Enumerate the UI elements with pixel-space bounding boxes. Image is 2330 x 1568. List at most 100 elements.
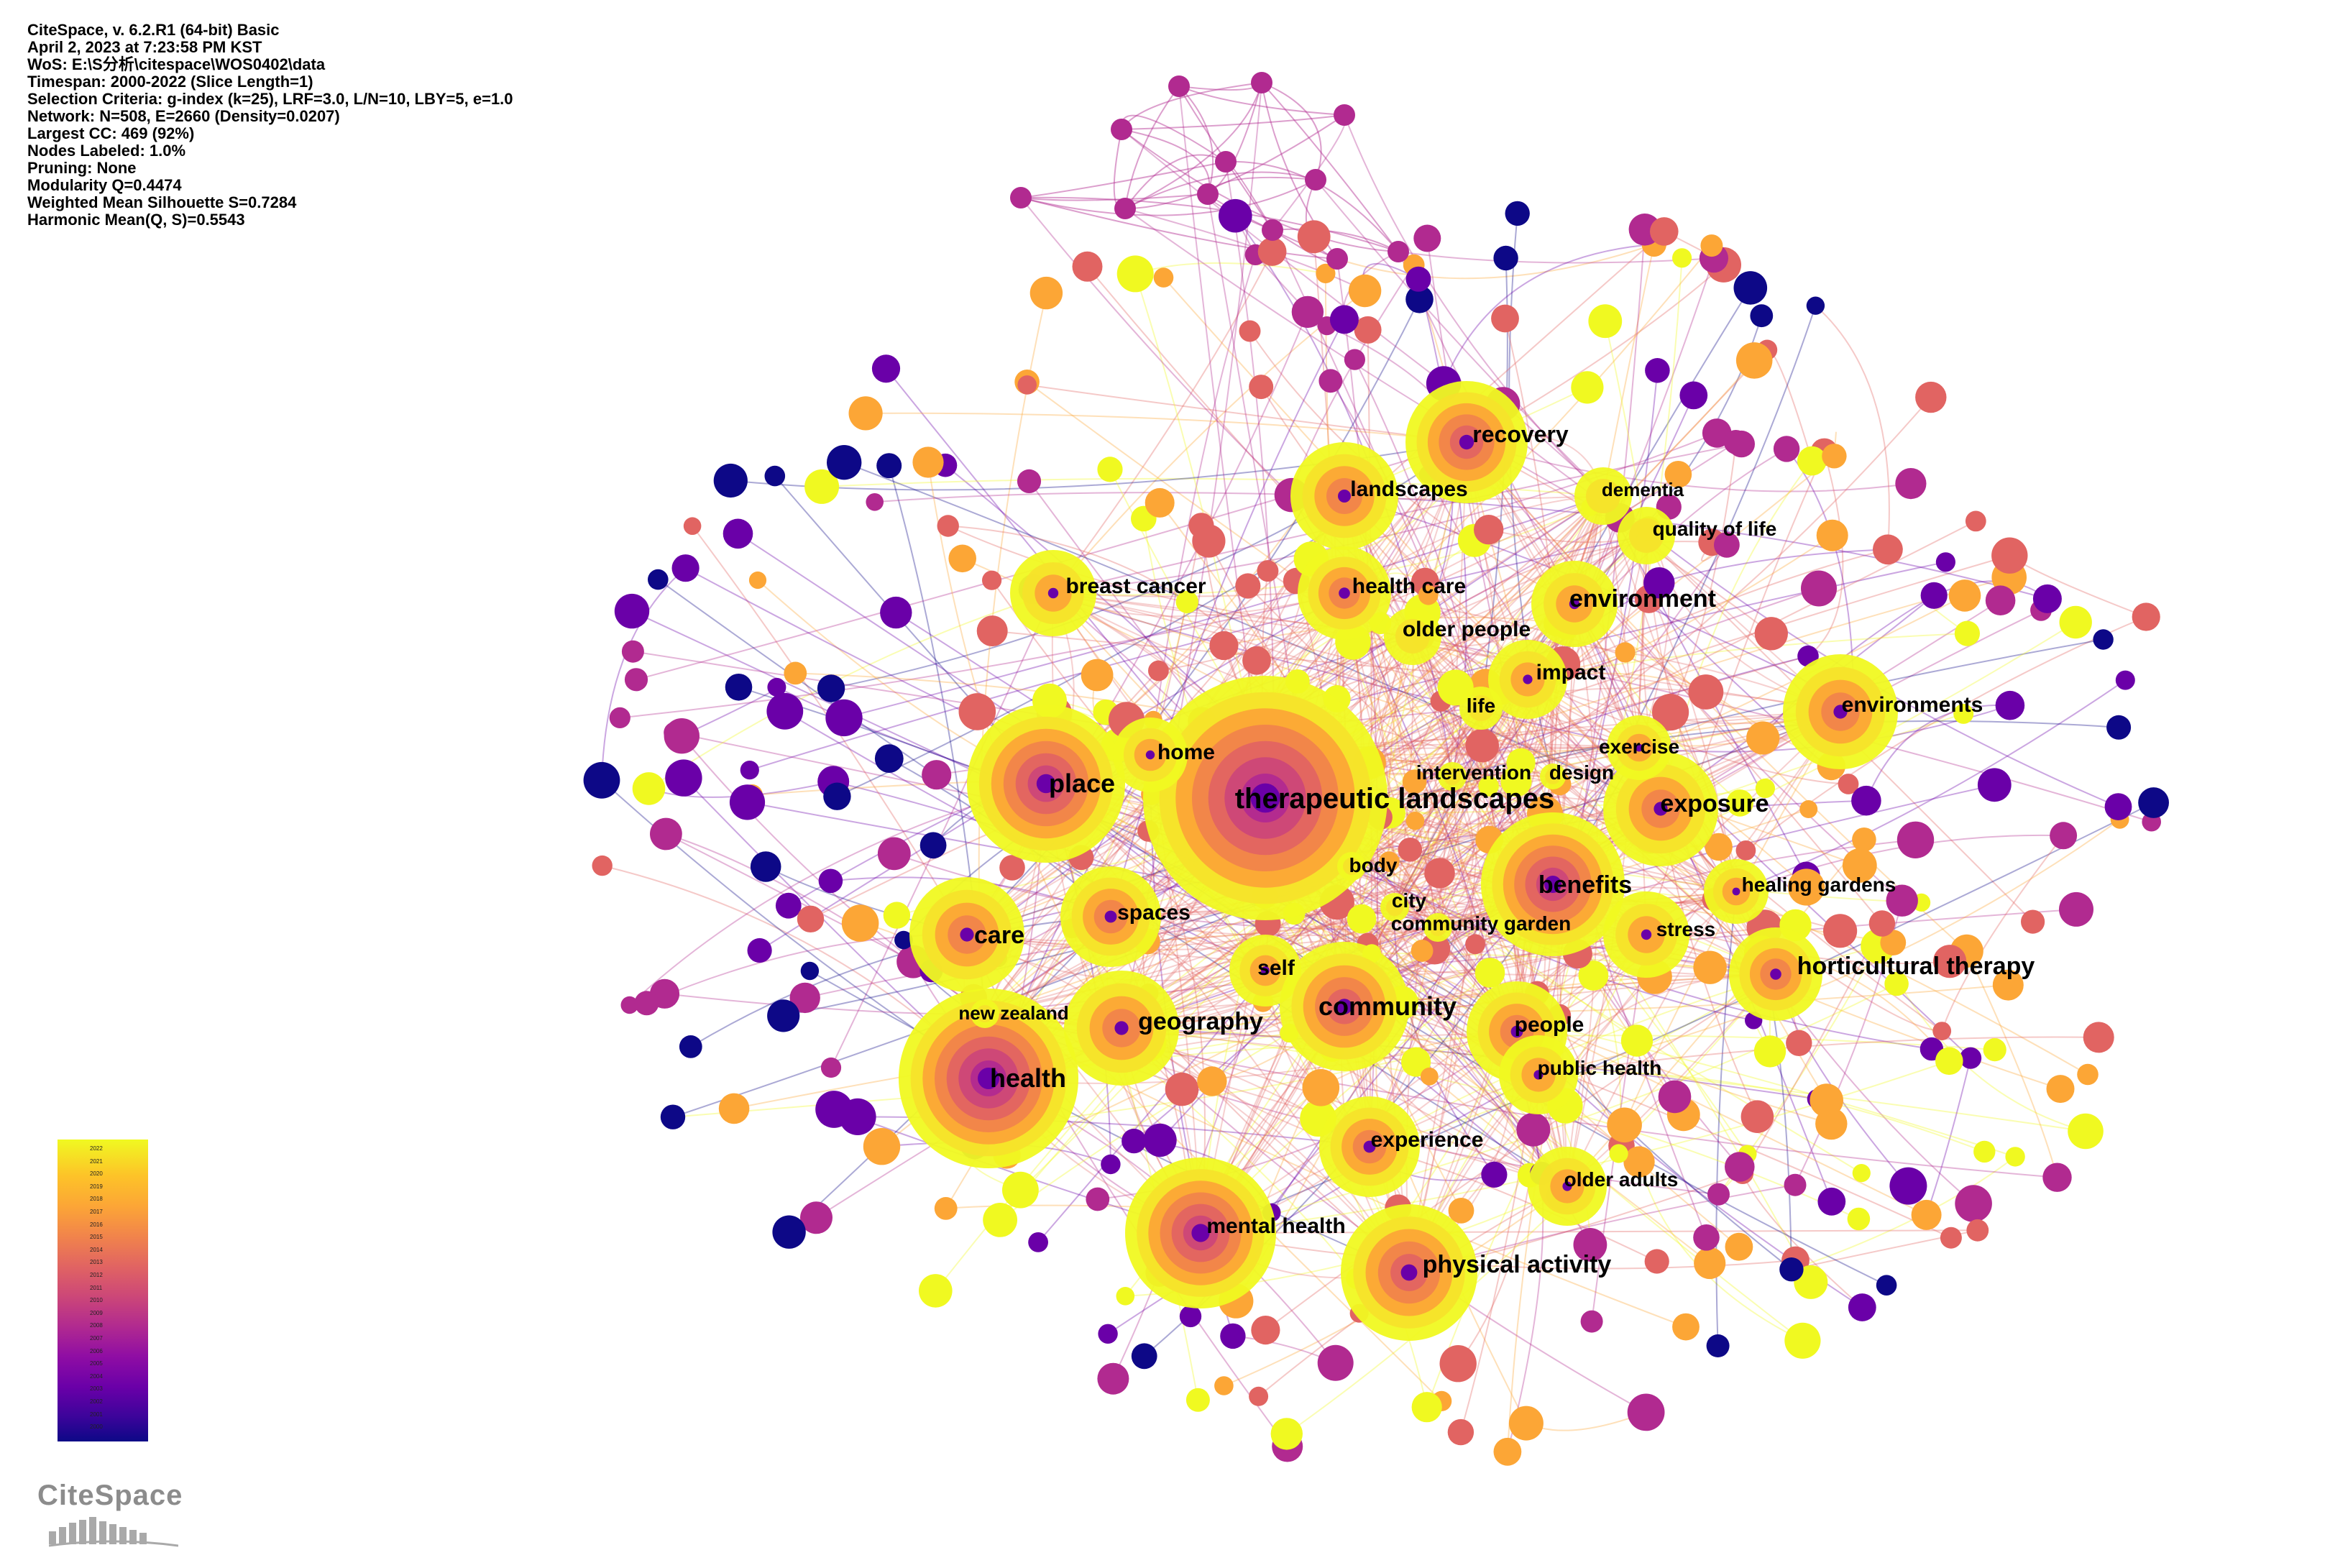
network-node[interactable]: [1242, 646, 1271, 675]
network-node[interactable]: [1954, 620, 1980, 646]
network-node[interactable]: [1571, 371, 1604, 404]
network-node[interactable]: [772, 1215, 806, 1249]
network-node[interactable]: [1806, 296, 1825, 315]
network-node[interactable]: [1493, 245, 1518, 271]
network-node[interactable]: [1706, 1334, 1730, 1357]
network-node[interactable]: [1072, 251, 1103, 282]
keyword-node-mental-health[interactable]: [1125, 1157, 1276, 1308]
network-node[interactable]: [958, 693, 996, 730]
network-node[interactable]: [1131, 1343, 1157, 1370]
network-node[interactable]: [1896, 821, 1935, 859]
network-node[interactable]: [632, 772, 666, 805]
network-node[interactable]: [2068, 1113, 2104, 1150]
keyword-node-place[interactable]: [967, 705, 1125, 863]
network-node[interactable]: [1334, 104, 1355, 126]
network-node[interactable]: [1953, 703, 1974, 724]
network-node[interactable]: [1165, 1072, 1199, 1106]
network-node[interactable]: [1411, 1392, 1442, 1423]
network-node[interactable]: [1448, 1198, 1474, 1224]
network-node[interactable]: [1995, 690, 2025, 720]
network-node[interactable]: [621, 640, 644, 663]
network-node[interactable]: [766, 692, 804, 730]
keyword-node-design[interactable]: [1540, 764, 1566, 789]
network-node[interactable]: [1754, 617, 1788, 651]
network-node[interactable]: [683, 517, 702, 535]
network-node[interactable]: [775, 892, 802, 919]
network-node[interactable]: [1029, 276, 1063, 310]
network-node[interactable]: [866, 493, 884, 511]
network-node[interactable]: [1175, 590, 1199, 613]
network-node[interactable]: [1262, 219, 1283, 241]
network-node[interactable]: [1028, 1232, 1048, 1252]
keyword-node-benefits[interactable]: [1481, 812, 1625, 956]
keyword-node-body[interactable]: [1337, 852, 1366, 881]
network-node[interactable]: [1822, 444, 1847, 469]
network-node[interactable]: [2104, 793, 2132, 820]
network-node[interactable]: [1116, 1287, 1135, 1306]
network-node[interactable]: [880, 596, 912, 629]
network-node[interactable]: [1847, 1207, 1871, 1231]
keyword-node-city[interactable]: [1380, 893, 1409, 922]
network-node[interactable]: [1302, 1069, 1340, 1106]
keyword-node-public-health[interactable]: [1499, 1035, 1578, 1114]
network-node[interactable]: [1852, 827, 1876, 852]
network-node[interactable]: [1725, 1232, 1753, 1261]
network-node[interactable]: [1735, 342, 1773, 379]
network-node[interactable]: [1098, 1324, 1118, 1344]
network-node[interactable]: [1516, 1112, 1551, 1147]
network-node[interactable]: [1816, 519, 1848, 551]
network-node[interactable]: [1251, 1316, 1280, 1345]
network-node[interactable]: [1985, 585, 2016, 615]
network-node[interactable]: [1379, 851, 1400, 872]
network-node[interactable]: [664, 718, 700, 754]
network-node[interactable]: [1726, 789, 1753, 817]
keyword-node-home[interactable]: [1113, 717, 1188, 792]
network-node[interactable]: [1305, 169, 1326, 191]
network-node[interactable]: [1991, 537, 2028, 574]
network-node[interactable]: [1746, 721, 1780, 755]
keyword-node-stress[interactable]: [1603, 891, 1689, 978]
network-node[interactable]: [1197, 183, 1219, 205]
network-node[interactable]: [894, 930, 913, 950]
network-node[interactable]: [2005, 1147, 2025, 1167]
network-node[interactable]: [1197, 1066, 1227, 1096]
network-node[interactable]: [1439, 1345, 1477, 1383]
network-node[interactable]: [999, 855, 1025, 881]
network-node[interactable]: [797, 905, 825, 933]
network-node[interactable]: [2077, 1063, 2099, 1086]
network-node[interactable]: [1693, 950, 1727, 984]
network-node[interactable]: [2093, 629, 2114, 650]
network-node[interactable]: [1733, 271, 1768, 305]
network-node[interactable]: [1143, 1123, 1177, 1157]
network-node[interactable]: [1784, 1173, 1807, 1196]
network-node[interactable]: [1705, 833, 1733, 861]
network-node[interactable]: [1623, 1146, 1655, 1178]
network-node[interactable]: [1915, 381, 1947, 413]
network-node[interactable]: [1145, 487, 1175, 518]
network-node[interactable]: [1868, 910, 1896, 937]
network-node[interactable]: [1578, 960, 1609, 991]
network-node[interactable]: [871, 354, 901, 383]
network-node[interactable]: [1694, 1247, 1726, 1280]
keyword-node-recovery[interactable]: [1405, 381, 1528, 503]
network-node[interactable]: [1326, 248, 1348, 270]
network-node[interactable]: [2059, 605, 2092, 639]
network-node[interactable]: [1405, 812, 1425, 830]
network-node[interactable]: [1992, 969, 2024, 1001]
network-node[interactable]: [1707, 1183, 1730, 1206]
network-node[interactable]: [1508, 1406, 1544, 1441]
network-node[interactable]: [1884, 971, 1909, 996]
keyword-node-therapeutic-landscapes[interactable]: [1143, 676, 1388, 920]
network-node[interactable]: [883, 902, 911, 929]
network-node[interactable]: [983, 1203, 1017, 1237]
network-node[interactable]: [1609, 1144, 1628, 1163]
keyword-node-older-people[interactable]: [1384, 608, 1441, 665]
network-node[interactable]: [1114, 198, 1136, 219]
network-node[interactable]: [1493, 1437, 1522, 1466]
network-node[interactable]: [665, 759, 702, 797]
network-node[interactable]: [1316, 263, 1336, 283]
network-node[interactable]: [1773, 436, 1800, 462]
network-node[interactable]: [1388, 241, 1409, 262]
network-node[interactable]: [2132, 602, 2160, 631]
